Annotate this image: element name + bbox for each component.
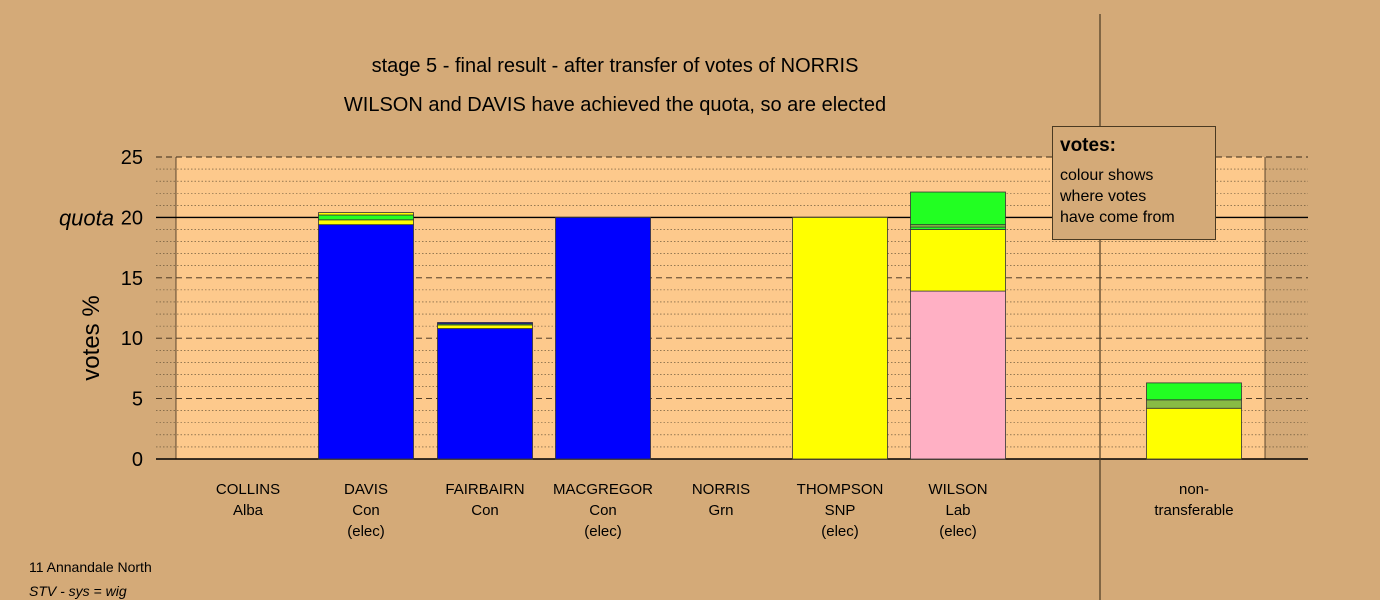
y-axis-label: votes %: [78, 295, 105, 380]
x-category-label: non-: [1179, 481, 1209, 498]
x-category-label: Con: [589, 502, 617, 519]
x-category-label: Con: [352, 502, 380, 519]
x-category-label: Lab: [945, 502, 970, 519]
bar-segment: [318, 212, 414, 216]
x-axis-labels: COLLINS Alba DAVIS Con (elec) FAIRBAIRN Con MAC…: [216, 481, 1234, 540]
x-category-label: WILSON: [928, 481, 987, 498]
legend-line: have come from: [1060, 209, 1175, 226]
x-category-label: DAVIS: [344, 481, 388, 498]
bar-segment: [437, 328, 533, 460]
bar-stacks: [318, 191, 1242, 460]
quota-label: quota: [59, 205, 114, 230]
bar-segment: [437, 322, 533, 325]
legend-line: where votes: [1060, 188, 1147, 205]
x-category-label: Alba: [233, 502, 264, 519]
x-category-label: (elec): [939, 523, 977, 540]
bar-segment: [910, 191, 1006, 226]
y-tick-label: 0: [132, 449, 143, 471]
bar-segment: [1146, 407, 1242, 460]
y-tick-label: 5: [132, 389, 143, 411]
bar-segment: [910, 229, 1006, 292]
x-category-label: COLLINS: [216, 481, 280, 498]
bar-segment: [318, 214, 414, 221]
y-tick-label: 10: [121, 328, 143, 350]
y-axis-ticks: 0 5 10 15 20 25 quota: [59, 147, 143, 471]
footer-system: STV - sys = wig: [29, 583, 127, 599]
chart-title: stage 5 - final result - after transfer …: [372, 55, 859, 77]
bar-segment: [910, 290, 1006, 460]
bar-segment: [318, 224, 414, 460]
bar-segment: [1146, 399, 1242, 409]
legend-title: votes:: [1060, 135, 1116, 156]
y-tick-label: 20: [121, 207, 143, 229]
x-category-label: MACGREGOR: [553, 481, 653, 498]
x-category-label: (elec): [584, 523, 622, 540]
chart-subtitle: WILSON and DAVIS have achieved the quota…: [344, 94, 886, 116]
x-category-label: (elec): [821, 523, 859, 540]
x-category-label: THOMPSON: [797, 481, 884, 498]
footer-ward-name: 11 Annandale North: [29, 559, 152, 575]
bar-segment: [318, 219, 414, 226]
x-category-label: SNP: [825, 502, 856, 519]
bar-segment: [1146, 382, 1242, 401]
bar-segment: [555, 216, 651, 460]
bar-segment: [437, 324, 533, 329]
x-category-label: Con: [471, 502, 499, 519]
legend-line: colour shows: [1060, 167, 1154, 184]
x-category-label: transferable: [1154, 502, 1233, 519]
y-tick-label: 15: [121, 268, 143, 290]
x-category-label: NORRIS: [692, 481, 750, 498]
x-category-label: Grn: [708, 502, 733, 519]
x-category-label: (elec): [347, 523, 385, 540]
bar-segment: [792, 216, 888, 460]
y-tick-label: 25: [121, 147, 143, 169]
legend-box: votes: colour shows where votes have com…: [1052, 126, 1216, 240]
x-category-label: FAIRBAIRN: [445, 481, 524, 498]
